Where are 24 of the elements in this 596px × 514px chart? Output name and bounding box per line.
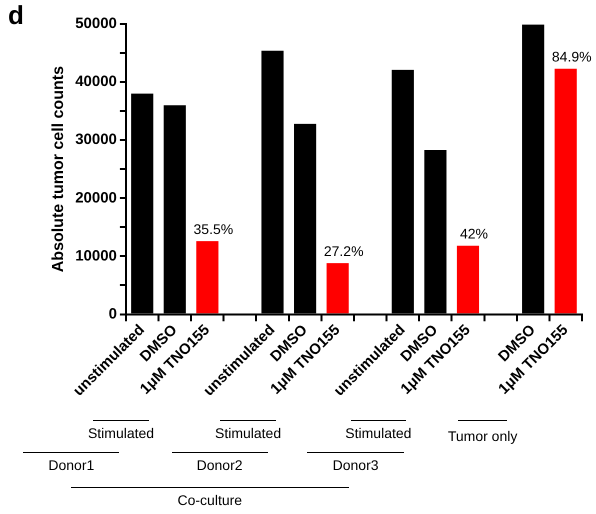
text: Stimulated bbox=[214, 425, 282, 441]
chart-title: d bbox=[8, 0, 24, 31]
text: Tumor only bbox=[448, 428, 518, 444]
y-tick-label: 30000 bbox=[75, 131, 117, 148]
y-tick-label: 0 bbox=[108, 305, 117, 322]
bar bbox=[326, 263, 349, 314]
bar bbox=[456, 246, 480, 314]
bar bbox=[554, 68, 577, 314]
y-tick-label: 10000 bbox=[75, 247, 117, 264]
y-tick-label: 50000 bbox=[75, 15, 117, 32]
y-tick-label: 20000 bbox=[75, 189, 117, 206]
text: Stimulated bbox=[88, 425, 154, 441]
y-tick-label: 40000 bbox=[75, 73, 117, 90]
annotation: 27.2% bbox=[324, 243, 364, 260]
text: Donor2 bbox=[196, 457, 243, 473]
text: Co-culture bbox=[178, 492, 242, 508]
annotation: 84.9% bbox=[552, 48, 592, 65]
text: Donor3 bbox=[332, 457, 379, 473]
text: Stimulated bbox=[345, 425, 412, 441]
y-axis-title: Absolute tumor cell counts bbox=[50, 66, 68, 272]
annotation: 35.5% bbox=[194, 220, 234, 237]
text: Donor1 bbox=[48, 457, 94, 473]
bar bbox=[196, 241, 218, 314]
annotation: 42% bbox=[460, 226, 488, 242]
